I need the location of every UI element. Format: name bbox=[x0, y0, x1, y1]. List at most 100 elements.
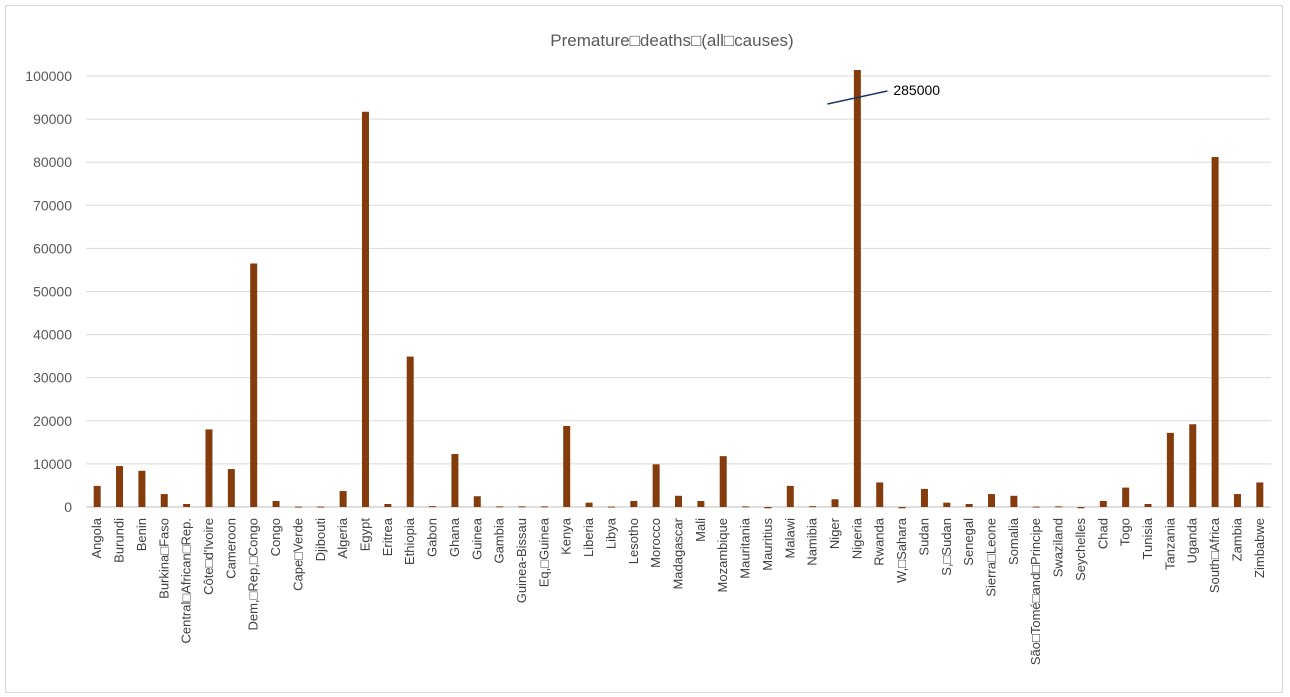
chart-title: Premature□deaths□(all□causes) bbox=[550, 31, 793, 50]
x-tick-label: Lesotho bbox=[626, 518, 641, 564]
x-tick-label: Eritrea bbox=[380, 517, 395, 556]
bar bbox=[429, 506, 437, 508]
x-tick-label: Kenya bbox=[559, 517, 574, 555]
x-tick-label: Guinea bbox=[469, 517, 484, 560]
bar bbox=[1233, 494, 1241, 507]
annotations: 285000 bbox=[827, 82, 940, 105]
x-tick-label: Ethiopia bbox=[402, 517, 417, 565]
y-tick-label: 90000 bbox=[33, 111, 72, 127]
bar bbox=[183, 503, 191, 507]
x-tick-label: Burundi bbox=[112, 518, 127, 563]
bar bbox=[853, 70, 861, 507]
bar bbox=[607, 506, 615, 508]
bar bbox=[1256, 482, 1264, 507]
y-axis-tick-labels: 0 10000 20000 30000 40000 50000 60000 70000 8000… bbox=[25, 68, 72, 515]
bar bbox=[205, 429, 213, 507]
value-annotation: 285000 bbox=[893, 82, 940, 98]
x-tick-label: Burkina□Faso bbox=[156, 518, 171, 599]
y-tick-label: 100000 bbox=[25, 68, 72, 84]
x-tick-label: Eq,□Guinea bbox=[536, 517, 551, 587]
x-axis-category-labels: Angola Burundi Benin Burkina□Faso Central□Af… bbox=[89, 517, 1267, 665]
x-tick-label: Senegal bbox=[961, 518, 976, 566]
x-tick-label: Congo bbox=[268, 518, 283, 556]
x-tick-label: Malawi bbox=[782, 518, 797, 559]
bar bbox=[160, 494, 168, 507]
x-tick-label: Cameroon bbox=[223, 518, 238, 579]
x-tick-label: South□Africa bbox=[1207, 517, 1222, 593]
x-tick-label: Guinea-Bissau bbox=[514, 518, 529, 603]
x-tick-label: W,□Sahara bbox=[894, 517, 909, 583]
bar bbox=[227, 469, 235, 507]
x-tick-label: Madagascar bbox=[671, 517, 686, 589]
bar bbox=[294, 506, 302, 508]
x-tick-label: Gabon bbox=[425, 518, 440, 557]
x-tick-label: Angola bbox=[89, 517, 104, 558]
bar bbox=[93, 485, 101, 507]
x-tick-label: Liberia bbox=[581, 517, 596, 557]
bar bbox=[943, 502, 951, 507]
x-tick-label: Ghana bbox=[447, 517, 462, 557]
x-tick-label: Benin bbox=[134, 518, 149, 551]
bar bbox=[1166, 432, 1174, 507]
x-tick-label: Swaziland bbox=[1051, 518, 1066, 577]
bar bbox=[630, 500, 638, 507]
x-tick-label: Egypt bbox=[357, 518, 372, 552]
x-tick-label: Sierra□Leone bbox=[984, 518, 999, 597]
x-tick-label: Morocco bbox=[648, 518, 663, 568]
y-tick-label: 80000 bbox=[33, 154, 72, 170]
bar bbox=[1099, 500, 1107, 507]
bar bbox=[652, 464, 660, 507]
x-tick-label: Namibia bbox=[805, 517, 820, 565]
x-tick-label: Togo bbox=[1118, 518, 1133, 546]
bar bbox=[831, 499, 839, 507]
bar bbox=[920, 488, 928, 507]
premature-deaths-chart: Premature□deaths□(all□causes) 0 10000 2000… bbox=[25, 31, 1271, 665]
bar bbox=[540, 506, 548, 508]
bar bbox=[250, 263, 258, 507]
x-tick-label: Mauritius bbox=[760, 518, 775, 571]
bar bbox=[988, 494, 996, 507]
bar bbox=[361, 111, 369, 507]
bar bbox=[138, 470, 146, 507]
bar bbox=[116, 466, 124, 507]
x-tick-label: Somalia bbox=[1006, 517, 1021, 565]
x-tick-label: Côte□d'Ivoire bbox=[201, 518, 216, 595]
x-tick-label: Libya bbox=[603, 517, 618, 549]
bar bbox=[1211, 157, 1219, 507]
bar bbox=[965, 503, 973, 507]
x-tick-label: Gambia bbox=[492, 517, 507, 563]
x-tick-label: Algeria bbox=[335, 517, 350, 558]
x-tick-label: São□Tomé□and□Principe bbox=[1028, 518, 1043, 665]
bar bbox=[675, 495, 682, 507]
y-tick-label: 40000 bbox=[33, 327, 72, 343]
bar bbox=[1189, 424, 1197, 507]
x-tick-label: Mauritania bbox=[738, 517, 753, 578]
x-tick-label: Dem,□Rep,□Congo bbox=[246, 518, 261, 631]
x-tick-label: Zambia bbox=[1229, 517, 1244, 561]
x-tick-label: Mali bbox=[693, 518, 708, 542]
x-tick-label: Seychelles bbox=[1073, 518, 1088, 581]
bar bbox=[1144, 503, 1152, 507]
bar bbox=[719, 456, 727, 507]
bar bbox=[1055, 506, 1063, 508]
bar bbox=[1032, 506, 1040, 508]
bar bbox=[786, 485, 794, 507]
bar bbox=[317, 506, 325, 508]
y-tick-label: 70000 bbox=[33, 197, 72, 213]
x-tick-label: Djibouti bbox=[313, 518, 328, 561]
bar bbox=[384, 503, 392, 507]
bar bbox=[876, 482, 884, 507]
x-tick-label: Tunisia bbox=[1140, 517, 1155, 559]
bar bbox=[272, 500, 280, 507]
y-tick-label: 50000 bbox=[33, 284, 72, 300]
x-tick-label: Zimbabwe bbox=[1252, 518, 1267, 578]
y-tick-label: 10000 bbox=[33, 456, 72, 472]
x-tick-label: Tanzania bbox=[1162, 517, 1177, 570]
bar bbox=[697, 500, 705, 507]
bar bbox=[518, 506, 526, 508]
break-marker-line bbox=[827, 90, 888, 105]
bar bbox=[563, 425, 571, 507]
x-tick-label: Chad bbox=[1095, 518, 1110, 549]
x-tick-label: Niger bbox=[827, 517, 842, 549]
bar bbox=[339, 491, 347, 507]
